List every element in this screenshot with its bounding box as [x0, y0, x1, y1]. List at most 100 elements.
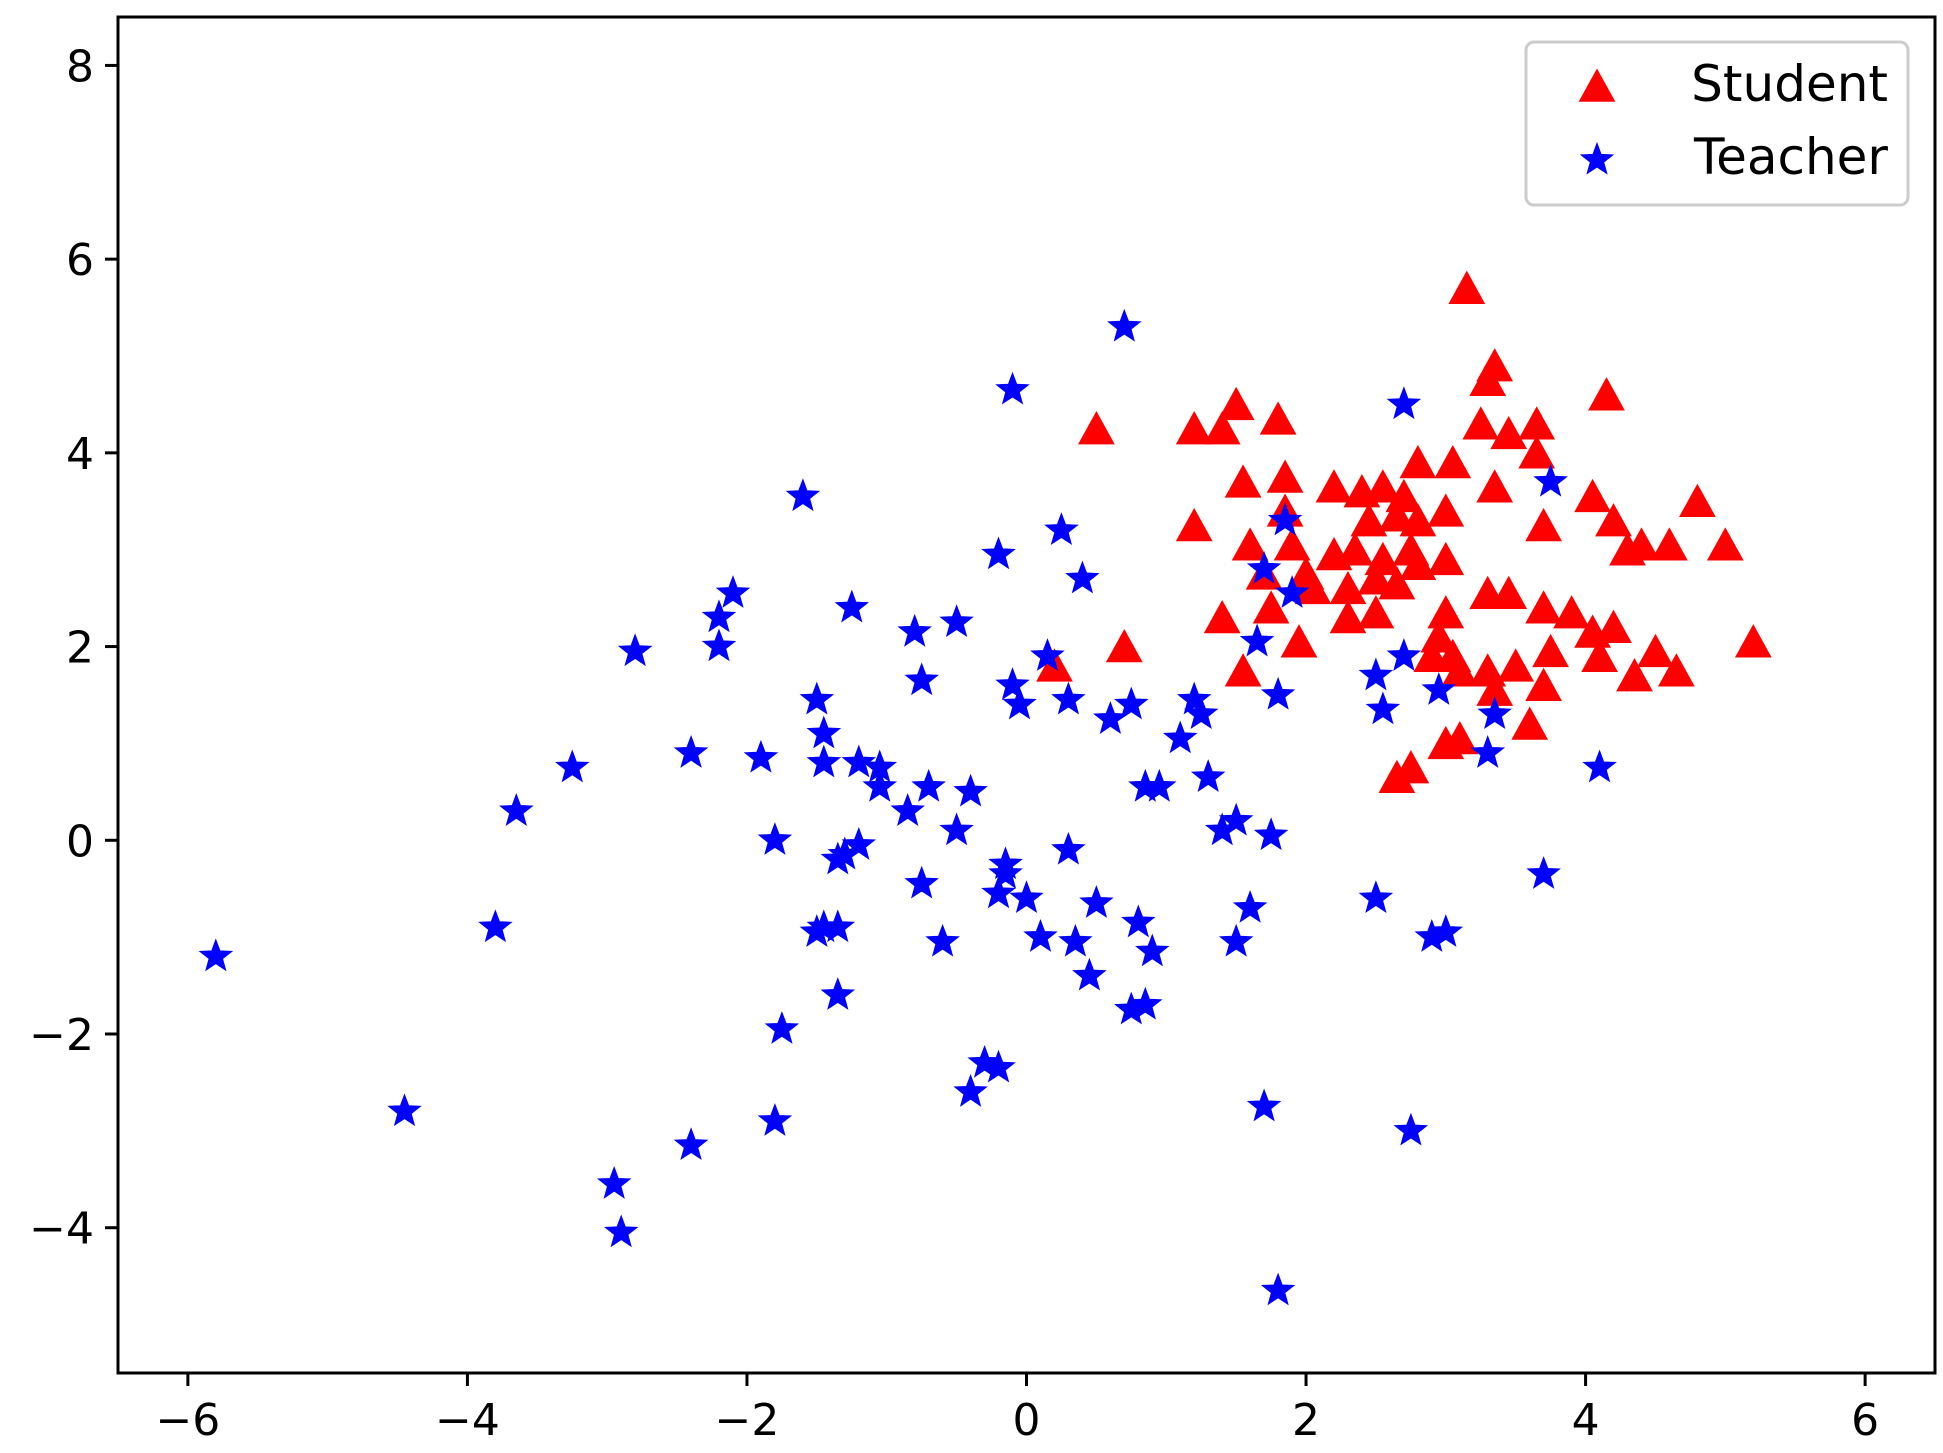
y-axis: −4 −2 0 2 4 6 8: [29, 41, 118, 1255]
teacher-point: [673, 1127, 709, 1161]
teacher-point: [673, 734, 709, 768]
student-point: [1623, 527, 1660, 561]
teacher-point: [1246, 1088, 1282, 1122]
student-point: [1252, 590, 1290, 624]
x-tick-label: −6: [155, 1395, 220, 1446]
teacher-point: [1526, 856, 1561, 889]
teacher-point: [953, 1073, 988, 1107]
student-point: [1595, 609, 1632, 643]
legend: Student Teacher: [1524, 40, 1910, 207]
teacher-point: [1232, 889, 1268, 923]
teacher-point: [1009, 880, 1044, 914]
teacher-point: [834, 589, 870, 623]
teacher-point: [499, 793, 534, 826]
student-point: [1350, 503, 1388, 537]
student-point: [1616, 658, 1653, 692]
student-point: [1224, 464, 1262, 498]
y-tick-label: 4: [66, 429, 94, 480]
teacher-point: [911, 768, 946, 802]
student-point: [1462, 406, 1500, 440]
teacher-point: [953, 773, 988, 807]
teacher-point: [1162, 720, 1198, 754]
teacher-point: [995, 667, 1030, 701]
teacher-point: [981, 875, 1016, 909]
student-point: [1574, 478, 1611, 513]
teacher-point: [478, 909, 513, 943]
student-point: [1511, 706, 1549, 740]
student-point: [1315, 469, 1353, 503]
teacher-point: [1365, 691, 1401, 725]
teacher-point: [1239, 623, 1275, 657]
teacher-point: [820, 841, 856, 875]
teacher-point: [1246, 550, 1282, 584]
teacher-point: [981, 1049, 1016, 1083]
y-tick-label: 0: [66, 816, 94, 867]
teacher-point: [1065, 560, 1100, 594]
teacher-point: [1386, 386, 1422, 420]
teacher-point: [1044, 512, 1079, 546]
teacher-point: [785, 478, 821, 512]
student-point: [1525, 507, 1562, 542]
legend-student-marker: [1578, 68, 1616, 102]
student-point: [1105, 629, 1143, 663]
student-point: [1441, 721, 1479, 755]
y-tick-label: 6: [66, 235, 94, 286]
teacher-point: [981, 536, 1016, 570]
teacher-point: [1428, 914, 1464, 947]
student-point: [1525, 590, 1562, 624]
student-point: [1518, 435, 1556, 469]
teacher-point: [603, 1214, 639, 1248]
teacher-point: [198, 938, 234, 972]
student-point: [1399, 546, 1437, 580]
teacher-point: [1190, 759, 1226, 793]
student-point: [1588, 377, 1625, 411]
teacher-point: [1358, 880, 1394, 914]
student-point: [1336, 532, 1374, 566]
student-point: [1259, 401, 1297, 435]
teacher-point: [841, 744, 877, 778]
teacher-point: [1260, 1272, 1296, 1306]
teacher-point: [1218, 923, 1254, 957]
student-point: [1217, 386, 1255, 421]
student-point: [1497, 648, 1535, 682]
teacher-point: [841, 826, 877, 860]
teacher-point: [715, 575, 751, 608]
teacher-point: [939, 604, 974, 638]
y-tick-label: −4: [29, 1204, 94, 1255]
student-point: [1357, 561, 1395, 595]
student-point: [1448, 270, 1486, 304]
teacher-point: [1470, 734, 1506, 768]
teacher-point: [939, 812, 974, 846]
teacher-point: [1072, 957, 1107, 991]
teacher-point: [1058, 923, 1093, 957]
student-point: [1378, 498, 1416, 532]
student-point: [1651, 527, 1688, 561]
teacher-point: [1079, 885, 1114, 918]
teacher-point: [701, 628, 737, 662]
teacher-point: [1421, 672, 1457, 705]
teacher-point: [862, 768, 898, 802]
legend-box: [1524, 40, 1910, 207]
legend-teacher-marker: [1579, 141, 1615, 175]
y-tick-label: −2: [29, 1010, 94, 1061]
teacher-point: [904, 865, 939, 899]
y-tick-label: 2: [66, 623, 94, 674]
teacher-point: [701, 599, 737, 633]
student-point: [1399, 444, 1437, 479]
student-point: [1525, 667, 1562, 702]
student-point: [1476, 469, 1514, 503]
student-point: [1224, 653, 1262, 687]
teacher-point: [820, 977, 856, 1010]
student-point: [1392, 750, 1430, 784]
teacher-point: [554, 749, 590, 783]
teacher-point: [743, 739, 779, 773]
legend-teacher-symbol: [1579, 141, 1615, 175]
teacher-point: [806, 744, 842, 778]
student-point: [1203, 599, 1241, 634]
teacher-point: [897, 613, 932, 647]
student-point: [1378, 566, 1416, 600]
x-tick-label: 0: [1013, 1395, 1041, 1446]
teacher-point: [1533, 463, 1568, 497]
teacher-point: [1274, 575, 1310, 608]
